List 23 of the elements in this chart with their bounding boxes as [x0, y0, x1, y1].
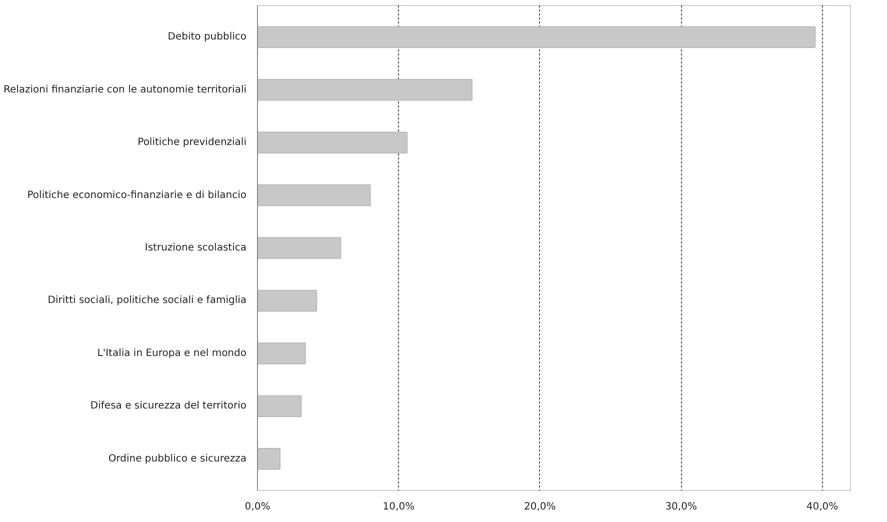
bar: [258, 290, 318, 312]
x-tick-label: 20,0%: [524, 502, 556, 512]
bar: [258, 26, 816, 48]
bar: [258, 395, 302, 417]
y-tick-label: Ordine pubblico e sicurezza: [108, 453, 247, 464]
y-tick-label: L'Italia in Europa e nel mondo: [97, 348, 247, 359]
x-tick-label: 30,0%: [665, 502, 697, 512]
bar: [258, 184, 371, 206]
bar: [258, 448, 280, 470]
y-tick-label: Istruzione scolastica: [144, 242, 247, 254]
x-tick-label: 40,0%: [806, 502, 838, 512]
bar: [258, 132, 408, 154]
x-tick-label: 0,0%: [244, 502, 270, 512]
bar: [258, 237, 342, 259]
y-tick-label: Debito pubblico: [168, 32, 246, 43]
y-tick-label: Difesa e sicurezza del territorio: [90, 400, 247, 412]
bar: [258, 342, 306, 364]
y-tick-label: Politiche economico-finanziarie e di bilancio: [27, 190, 246, 201]
y-tick-label: Diritti sociali, politiche sociali e famiglia: [48, 295, 246, 306]
bar: [258, 79, 472, 101]
y-tick-label: Politiche previdenziali: [138, 137, 247, 148]
y-tick-label: Relazioni finanziarie con le autonomie territoriali: [3, 84, 247, 96]
x-tick-label: 10,0%: [382, 502, 415, 512]
